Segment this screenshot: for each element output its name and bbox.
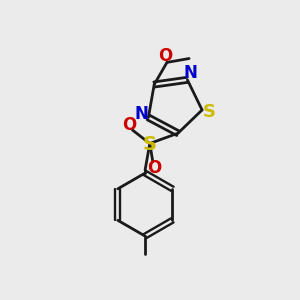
Text: S: S (203, 103, 216, 121)
Text: O: O (122, 116, 136, 134)
Text: O: O (147, 159, 161, 177)
Text: S: S (142, 135, 156, 154)
Text: N: N (135, 106, 149, 124)
Text: O: O (158, 47, 172, 65)
Text: N: N (183, 64, 197, 82)
